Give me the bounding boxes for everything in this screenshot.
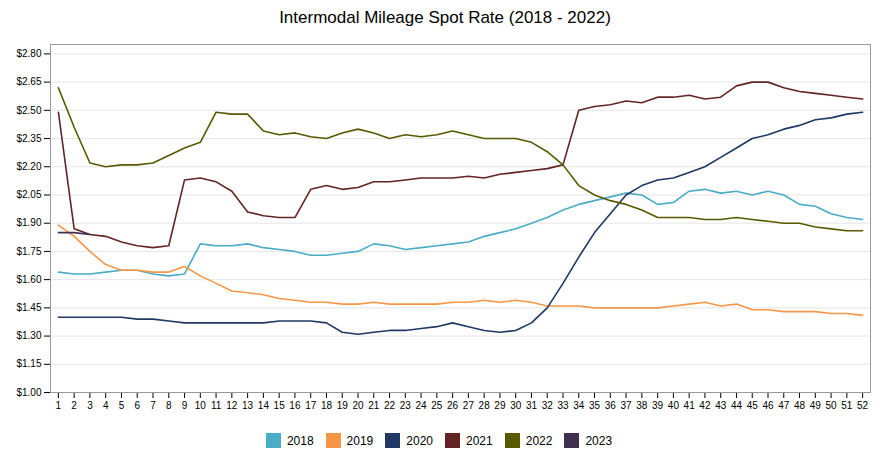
svg-text:8: 8 — [166, 400, 172, 411]
svg-text:30: 30 — [510, 400, 522, 411]
svg-text:41: 41 — [684, 400, 696, 411]
svg-text:33: 33 — [557, 400, 569, 411]
svg-text:49: 49 — [810, 400, 822, 411]
svg-text:15: 15 — [274, 400, 286, 411]
svg-text:$1.45: $1.45 — [16, 302, 41, 313]
svg-text:29: 29 — [494, 400, 506, 411]
svg-text:24: 24 — [416, 400, 428, 411]
svg-text:51: 51 — [841, 400, 853, 411]
svg-text:18: 18 — [321, 400, 333, 411]
svg-text:23: 23 — [400, 400, 412, 411]
svg-text:$1.15: $1.15 — [16, 358, 41, 369]
svg-text:3: 3 — [87, 400, 93, 411]
svg-text:2: 2 — [71, 400, 77, 411]
html-text:2019: 2019 — [346, 433, 374, 448]
svg-text:25: 25 — [431, 400, 443, 411]
svg-text:47: 47 — [778, 400, 790, 411]
html-text:2020: 2020 — [406, 433, 433, 448]
html-text:2021: 2021 — [466, 433, 493, 448]
svg-text:43: 43 — [715, 400, 727, 411]
svg-text:19: 19 — [337, 400, 349, 411]
svg-text:36: 36 — [605, 400, 617, 411]
svg-text:9: 9 — [182, 400, 188, 411]
svg-text:48: 48 — [794, 400, 806, 411]
svg-text:$2.65: $2.65 — [16, 76, 41, 87]
svg-text:31: 31 — [526, 400, 538, 411]
svg-text:38: 38 — [636, 400, 648, 411]
svg-text:$2.20: $2.20 — [16, 161, 41, 172]
svg-text:34: 34 — [573, 400, 585, 411]
svg-text:32: 32 — [542, 400, 554, 411]
html-text:2023: 2023 — [585, 433, 613, 448]
svg-text:37: 37 — [621, 400, 633, 411]
svg-text:40: 40 — [668, 400, 680, 411]
svg-text:4: 4 — [103, 400, 109, 411]
svg-text:5: 5 — [119, 400, 125, 411]
html-text:2022: 2022 — [525, 433, 553, 448]
svg-text:22: 22 — [384, 400, 396, 411]
svg-text:16: 16 — [289, 400, 301, 411]
svg-text:$1.60: $1.60 — [16, 274, 41, 285]
svg-text:$2.35: $2.35 — [16, 133, 41, 144]
svg-text:44: 44 — [731, 400, 743, 411]
svg-text:28: 28 — [479, 400, 491, 411]
svg-text:35: 35 — [589, 400, 601, 411]
svg-text:39: 39 — [652, 400, 664, 411]
svg-text:26: 26 — [447, 400, 459, 411]
svg-text:7: 7 — [150, 400, 156, 411]
svg-text:20: 20 — [352, 400, 364, 411]
svg-text:1: 1 — [56, 400, 62, 411]
svg-text:6: 6 — [134, 400, 140, 411]
svg-text:11: 11 — [211, 400, 222, 411]
html-text:2018: 2018 — [286, 433, 314, 448]
svg-text:$1.30: $1.30 — [16, 330, 41, 341]
svg-text:46: 46 — [762, 400, 774, 411]
svg-text:$2.50: $2.50 — [16, 105, 41, 116]
svg-text:$2.05: $2.05 — [16, 189, 41, 200]
svg-text:27: 27 — [463, 400, 475, 411]
svg-text:13: 13 — [242, 400, 254, 411]
svg-text:$1.90: $1.90 — [16, 217, 41, 228]
svg-text:50: 50 — [826, 400, 838, 411]
svg-text:45: 45 — [747, 400, 759, 411]
html-text:Intermodal Mileage Spot Rate (: Intermodal Mileage Spot Rate (2018 - 202… — [279, 8, 611, 27]
svg-text:12: 12 — [226, 400, 238, 411]
svg-text:42: 42 — [699, 400, 711, 411]
svg-text:21: 21 — [368, 400, 380, 411]
svg-text:$1.75: $1.75 — [16, 246, 41, 257]
svg-text:10: 10 — [195, 400, 207, 411]
svg-text:52: 52 — [857, 400, 869, 411]
svg-text:17: 17 — [305, 400, 317, 411]
svg-text:14: 14 — [258, 400, 270, 411]
svg-text:$1.00: $1.00 — [16, 387, 41, 398]
svg-text:$2.80: $2.80 — [16, 48, 41, 59]
